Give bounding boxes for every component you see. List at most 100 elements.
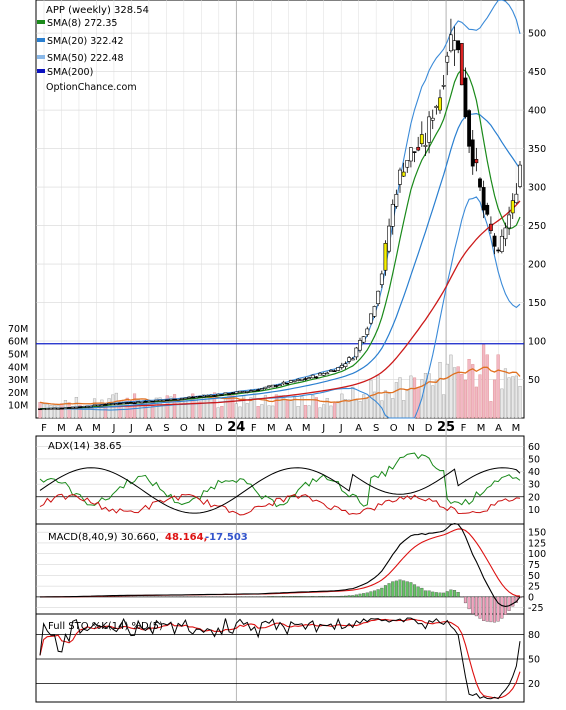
candle-body [427,117,430,142]
x-tick-label: M [92,423,101,434]
volume-bar [428,374,431,418]
candle-body [329,370,332,371]
candle-body [257,390,260,391]
candle-body [260,389,263,390]
candle-body [366,329,369,335]
macd-histogram-bar [457,592,460,597]
x-tick-label: J [129,423,133,434]
volume-bar [482,345,485,418]
macd-tick-label: 50 [528,571,540,582]
volume-bar [68,403,71,418]
volume-bar [435,380,438,418]
volume-bar [330,406,333,418]
candle-body [191,397,194,398]
volume-bar [450,355,453,418]
watermark: OptionChance.com [46,82,137,93]
candle-body [264,387,267,388]
volume-bar [253,394,256,418]
candle-body [507,215,510,228]
candle-body [413,152,416,153]
x-tick-label: J [111,423,115,434]
candle-body [464,78,467,117]
volume-bar [57,405,60,418]
volume-bar [173,394,176,418]
candle-body [304,379,307,380]
candle-body [169,399,172,400]
candle-body [82,406,85,407]
volume-bar [268,406,271,418]
candle-body [180,398,183,399]
macd-histogram-bar [402,581,405,597]
candle-body [246,391,249,392]
price-tick-label: 300 [528,183,546,194]
macd-histogram-bar [330,596,333,597]
volume-tick-label: 40M [8,362,28,373]
volume-bar [468,359,471,418]
macd-histogram-bar [471,597,474,614]
macd-histogram-bar [377,590,380,597]
x-tick-label: F [251,423,257,434]
volume-tick-label: 70M [8,324,28,335]
candle-body [471,140,474,166]
adx-tick-label: 50 [528,454,540,465]
candle-body [311,375,314,378]
x-tick-label: M [512,423,521,434]
candle-body [351,359,354,360]
macd-histogram-bar [493,597,496,622]
volume-bar [53,405,56,418]
macd-histogram-bar [359,594,362,597]
x-tick-label: F [41,423,47,434]
macd-signal-value: 48.164, [165,532,207,543]
candle-body [93,405,96,406]
candle-body [377,291,380,304]
volume-bar [293,397,296,418]
macd-histogram-bar [417,587,420,597]
macd-histogram-bar [424,591,427,597]
candle-body [242,392,245,393]
candle-body [97,405,100,406]
macd-histogram-bar [453,590,456,597]
volume-bar [453,368,456,418]
candle-body [289,380,292,382]
volume-bar [413,378,416,418]
candle-body [217,394,220,395]
candle-body [42,409,45,410]
candle-body [144,401,147,402]
candle-body [278,385,281,386]
candle-body [220,394,223,395]
macd-histogram-bar [479,597,482,619]
x-tick-label: N [198,423,205,434]
volume-bar [46,404,49,418]
candle-body [449,35,452,51]
x-tick-label: M [57,423,66,434]
macd-histogram-bar [311,596,314,597]
volume-bar [115,393,118,418]
x-tick-label: 25 [437,420,455,435]
volume-bar [344,399,347,418]
macd-histogram-bar [373,591,376,597]
candle-body [424,145,427,146]
macd-histogram-bar [337,596,340,597]
macd-histogram-bar [431,592,434,597]
macd-tick-label: -25 [528,603,544,614]
candle-body [184,398,187,399]
volume-bar [359,401,362,418]
legend-swatch-sma8 [37,20,45,24]
volume-bar [93,399,96,418]
volume-bar [308,406,311,418]
volume-tick-label: 50M [8,350,28,361]
volume-bar [126,398,129,418]
legend-swatch-sma50 [37,55,45,59]
legend-label-sma50: SMA(50) 222.48 [47,53,124,64]
macd-histogram-bar [486,597,489,622]
macd-histogram-bar [410,582,413,596]
candle-body [340,365,343,367]
volume-bar [108,398,111,418]
candle-body [57,408,60,409]
x-tick-label: S [163,423,169,434]
volume-bar [220,406,223,418]
volume-bar [511,377,514,418]
candle-body [297,379,300,380]
candle-body [173,399,176,400]
